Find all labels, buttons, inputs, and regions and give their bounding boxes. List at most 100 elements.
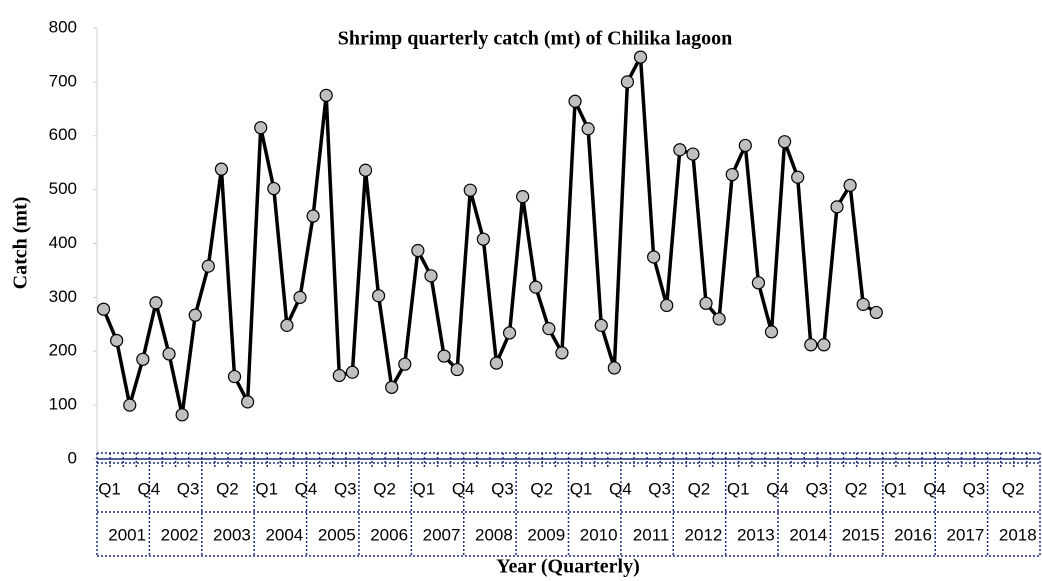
year-label: 2002 xyxy=(161,525,199,544)
data-point xyxy=(371,289,386,303)
year-label: 2012 xyxy=(685,525,723,544)
x-tick-label: Q1 xyxy=(255,479,278,498)
data-point xyxy=(136,352,150,366)
data-point xyxy=(660,298,674,313)
year-label: 2006 xyxy=(370,525,408,544)
y-tick-label: 700 xyxy=(49,71,77,90)
data-point xyxy=(686,147,700,161)
year-label: 2011 xyxy=(633,525,670,544)
x-tick-label: Q2 xyxy=(373,479,396,498)
data-point xyxy=(398,357,412,371)
data-point xyxy=(594,318,608,332)
x-tick-label: Q1 xyxy=(413,479,436,498)
data-point xyxy=(830,200,844,214)
data-point xyxy=(424,269,438,283)
year-label: 2009 xyxy=(527,525,565,544)
x-tick-label: Q4 xyxy=(923,479,946,498)
x-tick-label: Q4 xyxy=(609,479,632,498)
y-tick-label: 0 xyxy=(68,448,77,467)
data-point xyxy=(817,338,831,352)
x-tick-label: Q3 xyxy=(648,479,671,498)
x-tick-label: Q1 xyxy=(884,479,907,498)
data-point xyxy=(411,243,425,258)
data-point xyxy=(293,290,307,304)
data-point xyxy=(712,312,726,326)
data-point xyxy=(856,297,870,311)
data-point xyxy=(149,296,163,310)
data-point xyxy=(751,276,766,290)
x-tick-label: Q2 xyxy=(216,479,239,498)
year-label: 2003 xyxy=(213,525,251,544)
x-tick-label: Q4 xyxy=(766,479,789,498)
year-label: 2017 xyxy=(947,525,985,544)
data-point xyxy=(306,209,320,223)
data-point xyxy=(201,259,215,273)
data-point xyxy=(542,322,556,336)
x-tick-label: Q2 xyxy=(845,479,868,498)
x-tick-label: Q3 xyxy=(963,479,986,498)
y-tick-label: 500 xyxy=(49,179,77,198)
year-label: 2014 xyxy=(789,525,827,544)
data-point xyxy=(791,170,805,184)
data-point xyxy=(110,333,124,348)
data-point xyxy=(529,280,543,294)
x-tick-label: Q2 xyxy=(1002,479,1025,498)
x-tick-label: Q2 xyxy=(688,479,711,498)
data-point xyxy=(385,380,399,394)
x-tick-label: Q4 xyxy=(452,479,475,498)
data-point xyxy=(175,408,189,422)
x-tick-label: Q3 xyxy=(805,479,828,498)
data-point xyxy=(214,162,229,176)
data-point xyxy=(647,250,661,264)
data-point xyxy=(463,183,477,197)
data-point xyxy=(123,398,137,412)
data-point xyxy=(843,178,857,192)
data-point xyxy=(738,138,752,153)
data-point xyxy=(358,163,373,177)
x-tick-label: Q3 xyxy=(334,479,357,498)
series-line xyxy=(101,55,878,417)
x-tick-label: Q1 xyxy=(98,479,121,498)
data-point xyxy=(489,356,504,370)
y-axis-label: Catch (mt) xyxy=(10,197,32,290)
x-tick-label: Q3 xyxy=(177,479,200,498)
x-axis-label: Year (Quarterly) xyxy=(496,556,639,578)
data-point xyxy=(869,305,883,320)
data-point xyxy=(319,88,333,102)
data-point xyxy=(502,326,517,340)
y-tick-label: 800 xyxy=(49,17,77,36)
data-point xyxy=(476,232,490,246)
chart-title: Shrimp quarterly catch (mt) of Chilika l… xyxy=(338,28,732,50)
data-point xyxy=(345,365,359,379)
year-label: 2015 xyxy=(842,525,880,544)
data-point xyxy=(555,346,569,360)
data-point xyxy=(607,361,621,375)
year-label: 2010 xyxy=(580,525,618,544)
data-point xyxy=(437,349,451,363)
data-point xyxy=(280,318,294,332)
data-point xyxy=(241,395,255,409)
data-point xyxy=(254,121,268,135)
year-label: 2016 xyxy=(894,525,932,544)
data-point xyxy=(673,143,687,157)
data-point xyxy=(516,190,530,204)
data-point xyxy=(581,122,595,136)
data-point xyxy=(227,369,242,384)
y-tick-label: 600 xyxy=(49,125,77,144)
data-point xyxy=(699,296,713,310)
x-tick-label: Q3 xyxy=(491,479,514,498)
year-label: 2008 xyxy=(475,525,513,544)
year-label: 2018 xyxy=(999,525,1037,544)
y-tick-label: 200 xyxy=(49,341,77,360)
data-point xyxy=(450,362,464,377)
x-tick-label: Q4 xyxy=(295,479,318,498)
year-label: 2007 xyxy=(423,525,461,544)
data-point xyxy=(633,50,648,64)
data-point xyxy=(568,94,582,108)
y-tick-label: 300 xyxy=(49,287,77,306)
y-tick-label: 400 xyxy=(49,233,77,252)
data-point xyxy=(162,347,176,361)
data-point xyxy=(620,75,635,89)
data-point xyxy=(96,302,111,316)
